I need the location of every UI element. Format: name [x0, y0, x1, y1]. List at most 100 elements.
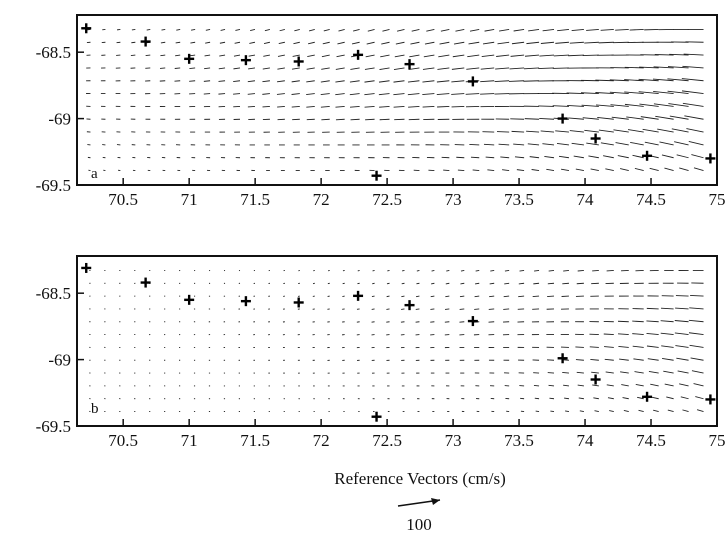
vector-b-327 — [575, 359, 584, 361]
vector-a-452 — [558, 155, 570, 159]
vector-a-417 — [659, 141, 674, 146]
vector-a-371 — [598, 129, 614, 133]
vector-a-28 — [499, 28, 510, 32]
vector-a-230 — [378, 93, 390, 96]
vector-a-11 — [250, 28, 256, 32]
reference-vector-arrowhead — [431, 498, 440, 505]
vector-a-375 — [657, 128, 674, 133]
vector-a-15 — [308, 28, 315, 32]
vector-a-93 — [219, 54, 226, 57]
vector-a-62 — [381, 41, 390, 45]
vector-a-18 — [353, 28, 360, 32]
vector-b-64 — [416, 282, 420, 285]
vector-b-66 — [445, 282, 450, 285]
vector-b-416 — [650, 383, 659, 387]
vector-a-105 — [394, 54, 405, 58]
x-tick-label-a-1: 71 — [181, 190, 198, 209]
vector-a-461 — [691, 154, 704, 159]
vector-a-501 — [664, 167, 674, 172]
x-axis-label: Reference Vectors (cm/s) — [334, 469, 506, 488]
vector-a-292 — [668, 103, 689, 107]
vector-b-452 — [564, 397, 570, 400]
station-marker-a-5 — [353, 49, 364, 60]
vector-a-204 — [609, 79, 629, 82]
vector-b-372 — [620, 371, 629, 374]
vector-a-500 — [649, 167, 659, 172]
vector-b-208 — [674, 320, 689, 323]
vector-a-188 — [378, 80, 390, 83]
y-tick-label-a-2: -69.5 — [36, 176, 71, 195]
vector-a-114 — [524, 54, 540, 57]
vector-a-449 — [514, 156, 525, 159]
vector-b-331 — [633, 358, 644, 361]
vector-a-133 — [189, 67, 196, 70]
vector-a-71 — [511, 41, 525, 45]
x-tick-label-a-4: 72.5 — [372, 190, 402, 209]
y-tick-label-b-2: -69.5 — [36, 417, 71, 436]
vector-b-74 — [562, 282, 569, 285]
vector-b-71 — [518, 282, 525, 285]
station-marker-a-9 — [590, 133, 601, 144]
vector-b-24 — [446, 269, 450, 272]
reference-vector: 100 — [397, 498, 441, 534]
vector-a-101 — [336, 54, 345, 58]
vector-a-95 — [248, 54, 256, 57]
vector-a-35 — [600, 28, 614, 31]
vector-a-412 — [586, 142, 599, 146]
vector-a-243 — [566, 92, 584, 95]
vector-a-269 — [335, 105, 345, 108]
vector-b-371 — [605, 371, 614, 374]
vector-b-415 — [635, 383, 644, 387]
vector-b-410 — [563, 384, 570, 387]
vector-b-167 — [689, 307, 704, 310]
vector-a-140 — [291, 67, 300, 70]
vector-a-125 — [683, 53, 704, 56]
vector-a-367 — [540, 130, 555, 133]
vector-a-189 — [393, 80, 405, 83]
vector-a-492 — [531, 169, 540, 172]
vector-a-165 — [653, 66, 674, 69]
vector-b-502 — [682, 409, 689, 413]
vector-b-68 — [474, 282, 480, 285]
vector-a-104 — [380, 54, 390, 58]
vector-a-58 — [322, 41, 330, 45]
vector-b-112 — [503, 295, 510, 298]
vector-a-155 — [509, 67, 525, 70]
vector-a-451 — [544, 156, 555, 159]
vector-a-497 — [605, 168, 614, 172]
station-marker-b-3 — [240, 296, 251, 307]
vector-b-31 — [548, 269, 555, 272]
vector-a-153 — [480, 67, 495, 70]
vector-a-33 — [571, 28, 584, 32]
vector-b-500 — [653, 409, 659, 413]
vector-b-25 — [460, 269, 465, 272]
vector-a-157 — [538, 67, 555, 70]
vector-a-179 — [247, 80, 256, 83]
station-marker-a-2 — [184, 53, 195, 64]
vector-a-10 — [235, 28, 241, 31]
vector-b-250 — [674, 332, 689, 336]
x-tick-label-b-6: 73.5 — [504, 431, 534, 450]
panel-b: 70.5 71 71.5 72 72.5 73 73.5 74 74.5 75 -68.5-69-… — [36, 255, 726, 450]
vector-a-285 — [567, 104, 584, 107]
vector-a-289 — [624, 103, 644, 107]
vector-a-182 — [291, 80, 300, 83]
vector-b-27 — [490, 269, 495, 272]
vector-b-114 — [532, 295, 540, 298]
vector-a-141 — [306, 67, 315, 70]
vector-a-273 — [393, 105, 405, 108]
vector-b-292 — [675, 345, 689, 348]
vector-a-92 — [204, 54, 211, 57]
vector-b-494 — [565, 410, 570, 413]
vector-a-291 — [653, 103, 674, 107]
x-tick-label-b-7: 74 — [577, 431, 595, 450]
vector-a-88 — [145, 54, 151, 57]
vector-b-33 — [577, 269, 584, 272]
vector-a-112 — [496, 54, 510, 57]
vector-a-193 — [451, 80, 465, 83]
vector-a-209 — [681, 78, 704, 82]
x-tick-label-a-6: 73.5 — [504, 190, 534, 209]
panel-a-y-ticks: -68.5 -69 -69.5 — [36, 43, 84, 195]
vector-a-76 — [584, 41, 599, 44]
vector-a-70 — [497, 41, 510, 45]
